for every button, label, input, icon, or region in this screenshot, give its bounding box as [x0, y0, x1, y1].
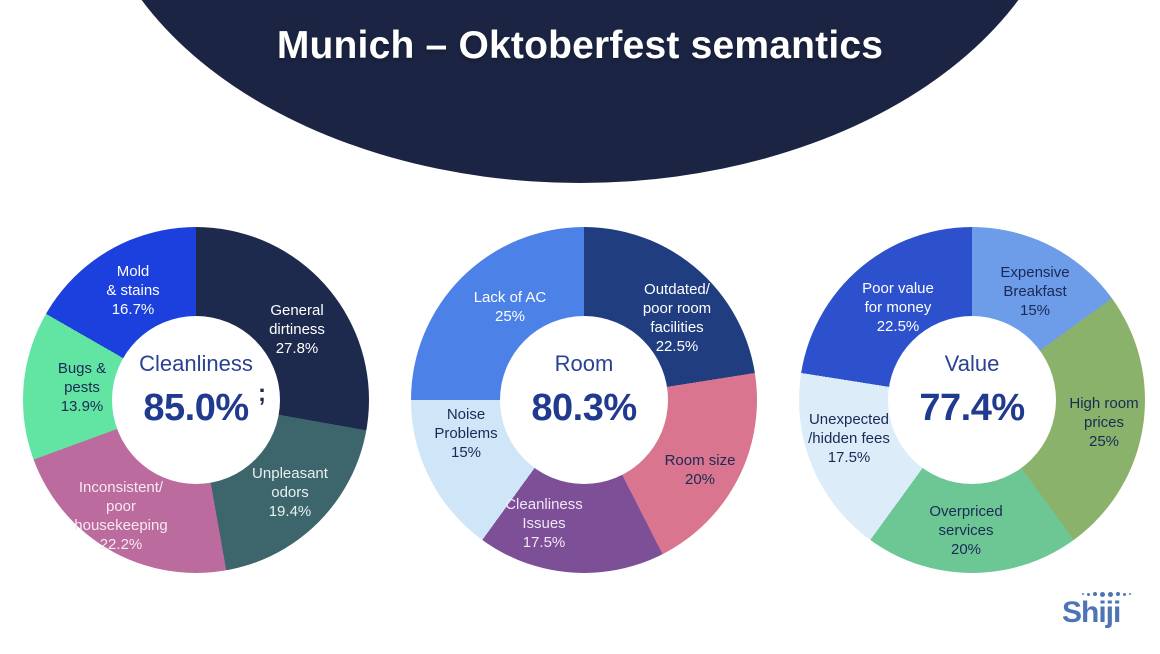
- donut-center-value: 77.4%: [919, 386, 1025, 429]
- segment-label-noise-problems: Noise Problems 15%: [434, 406, 498, 461]
- segment-label-outdated-poor-room-facilities: Outdated/ poor room facilities 22.5%: [642, 281, 712, 355]
- shiji-logo-dots-icon: [1082, 591, 1152, 597]
- donut-center: Room 80.3%: [411, 217, 757, 563]
- stray-clipped-glyph: ;: [258, 380, 266, 407]
- slide-title: Munich – Oktoberfest semantics: [276, 24, 884, 67]
- donut-center-label: Value: [944, 350, 1000, 376]
- segment-label-high-room-prices: High room prices 25%: [1069, 395, 1139, 450]
- segment-label-lack-of-ac: Lack of AC 25%: [473, 289, 547, 325]
- donut-center-label: Room: [554, 350, 614, 376]
- donut-center: Value 77.4%: [799, 217, 1145, 563]
- segment-label-general-dirtiness: General dirtiness 27.8%: [269, 302, 325, 357]
- segment-label-overpriced-services: Overpriced services 20%: [929, 503, 1003, 558]
- segment-label-mold-stains: Mold & stains 16.7%: [106, 263, 160, 318]
- segment-label-room-size: Room size 20%: [664, 452, 736, 488]
- donut-chart-room: Room 80.3% Outdated/ poor room facilitie…: [411, 227, 757, 573]
- donut-center-label: Cleanliness: [139, 350, 253, 376]
- segment-label-inconsistent-poor-housekeeping: Inconsistent/ poor housekeeping 22.2%: [74, 479, 168, 553]
- donut-center: Cleanliness 85.0%: [23, 217, 369, 563]
- shiji-logo: Shiji: [1062, 591, 1152, 628]
- donut-chart-cleanliness: Cleanliness 85.0% General dirtiness 27.8…: [23, 227, 369, 573]
- segment-label-bugs-pests: Bugs & pests 13.9%: [57, 360, 107, 415]
- donut-center-value: 85.0%: [143, 386, 249, 429]
- donut-chart-value: Value 77.4% Expensive Breakfast 15% High…: [799, 227, 1145, 573]
- donut-center-value: 80.3%: [531, 386, 637, 429]
- donut-hole: [112, 316, 280, 484]
- segment-label-poor-value-for-money: Poor value for money 22.5%: [862, 280, 934, 335]
- donut-hole: [500, 316, 668, 484]
- segment-label-unexpected-hidden-fees: Unexpected /hidden fees 17.5%: [808, 411, 890, 466]
- shiji-logo-wordmark: Shiji: [1062, 596, 1121, 629]
- donut-hole: [888, 316, 1056, 484]
- segment-label-unpleasant-odors: Unpleasant odors 19.4%: [252, 465, 328, 520]
- segment-label-cleanliness-issues: Cleanliness Issues 17.5%: [505, 496, 583, 551]
- segment-label-expensive-breakfast: Expensive Breakfast 15%: [1000, 264, 1070, 319]
